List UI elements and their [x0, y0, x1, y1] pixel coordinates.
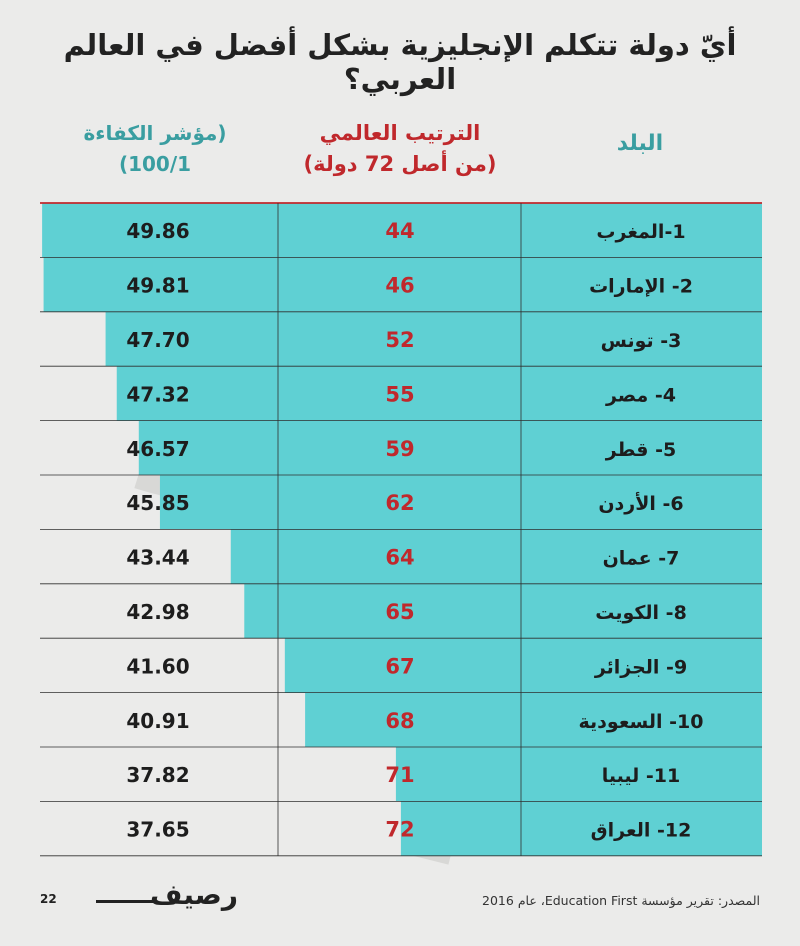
rank-label-11: 71 [385, 763, 414, 787]
rank-label-3: 52 [385, 328, 414, 352]
bar-10 [305, 692, 762, 747]
index-header-line2: 100/1) [118, 152, 192, 176]
source-note: المصدر: تقرير مؤسسة Education First، عام… [482, 893, 760, 908]
rank-label-7: 64 [385, 546, 414, 570]
column-header-country: البلد [555, 128, 725, 159]
raseef22-logo: 22 رصيف [40, 878, 238, 918]
index-label-10: 40.91 [126, 709, 189, 733]
rank-label-9: 67 [385, 654, 414, 678]
logo-text: رصيف [150, 878, 238, 911]
country-label-6: 6- الأردن [598, 492, 683, 515]
index-header-line1: (مؤشر الكفاءة [83, 121, 227, 145]
index-label-5: 46.57 [126, 437, 189, 461]
bar-9 [284, 638, 762, 693]
country-label-10: 10- السعودية [579, 711, 704, 733]
column-header-rank: الترتيب العالمي (من أصل 72 دولة) [270, 118, 530, 180]
country-label-11: 11- ليبيا [602, 765, 681, 787]
column-header-index: (مؤشر الكفاءة 100/1) [40, 118, 270, 180]
bar-1 [42, 203, 763, 258]
index-label-4: 47.32 [126, 382, 189, 406]
country-label-1: 1-المغرب [596, 221, 685, 243]
rank-label-1: 44 [385, 219, 414, 243]
index-label-8: 42.98 [126, 600, 189, 624]
bar-7 [230, 529, 763, 584]
bar-2 [43, 257, 763, 312]
index-label-6: 45.85 [126, 491, 189, 515]
rank-label-5: 59 [385, 437, 414, 461]
rank-header-line2: (من أصل 72 دولة) [303, 152, 497, 176]
country-label-4: 4- مصر [605, 384, 676, 406]
bar-6 [159, 475, 762, 530]
index-label-7: 43.44 [126, 546, 189, 570]
rank-header-line1: الترتيب العالمي [319, 121, 481, 145]
country-label-2: 2- الإمارات [589, 276, 693, 298]
rank-label-10: 68 [385, 709, 414, 733]
bar-3 [105, 311, 763, 367]
country-label-8: 8- الكويت [595, 602, 687, 624]
index-label-3: 47.70 [126, 328, 189, 352]
rank-label-8: 65 [385, 600, 414, 624]
rank-label-12: 72 [385, 818, 414, 842]
rank-label-6: 62 [385, 491, 414, 515]
bar-11 [395, 747, 762, 802]
country-label-9: 9- الجزائر [594, 656, 687, 678]
index-label-9: 41.60 [126, 654, 189, 678]
index-label-1: 49.86 [126, 219, 189, 243]
index-label-2: 49.81 [126, 274, 189, 298]
index-label-12: 37.65 [126, 818, 189, 842]
chart-title: أيّ دولة تتكلم الإنجليزية بشكل أفضل في ا… [63, 28, 737, 96]
rank-label-2: 46 [385, 274, 414, 298]
bar-5 [138, 420, 762, 475]
country-label-12: 12- العراق [591, 820, 692, 842]
country-header-label: البلد [616, 131, 664, 156]
rank-label-4: 55 [385, 382, 414, 406]
logo-number: 22 [40, 892, 57, 906]
bar-12 [400, 801, 762, 856]
logo-bar [96, 900, 156, 903]
bar-8 [244, 583, 762, 639]
country-label-5: 5- قطر [605, 439, 677, 461]
country-label-3: 3- تونس [601, 330, 682, 352]
country-label-7: 7- عمان [603, 548, 680, 570]
bar-4 [116, 366, 762, 421]
index-label-11: 37.82 [126, 763, 189, 787]
